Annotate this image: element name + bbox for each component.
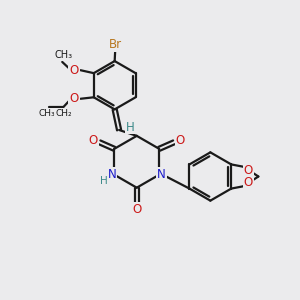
Text: CH₂: CH₂: [55, 109, 72, 118]
Text: O: O: [69, 92, 79, 105]
Text: O: O: [88, 134, 98, 147]
Text: N: N: [108, 168, 116, 181]
Text: O: O: [244, 176, 253, 189]
Text: H: H: [126, 121, 135, 134]
Text: CH₃: CH₃: [55, 50, 73, 61]
Text: O: O: [176, 134, 185, 147]
Text: N: N: [157, 168, 166, 181]
Text: Br: Br: [109, 38, 122, 51]
Text: O: O: [244, 164, 253, 177]
Text: O: O: [132, 203, 141, 216]
Text: CH₃: CH₃: [39, 109, 56, 118]
Text: H: H: [100, 176, 108, 186]
Text: O: O: [69, 64, 79, 77]
